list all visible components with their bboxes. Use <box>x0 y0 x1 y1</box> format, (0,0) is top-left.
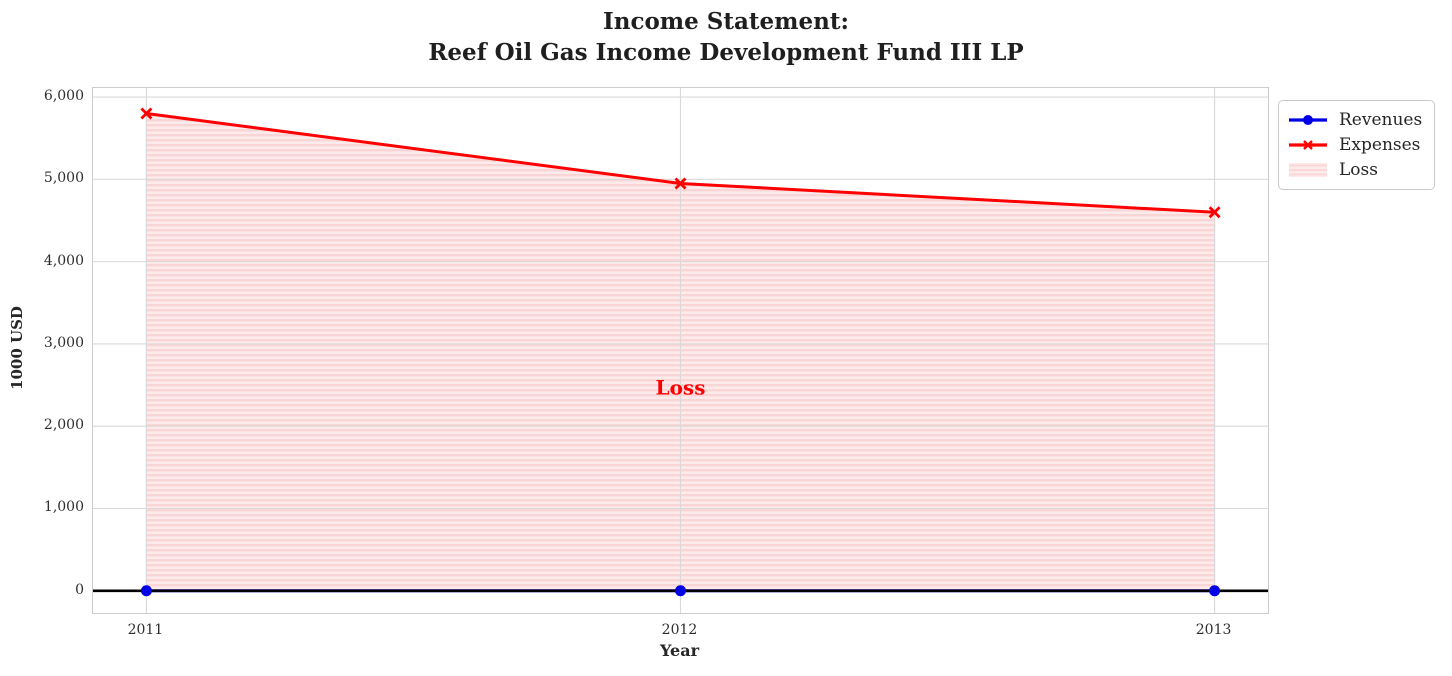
y-tick-label: 0 <box>75 581 84 598</box>
plot-area: Loss <box>92 87 1269 614</box>
chart-title-line1: Income Statement: <box>602 8 849 35</box>
chart-canvas: Loss <box>93 88 1268 613</box>
legend-item-revenues: Revenues <box>1287 108 1422 133</box>
legend-label-loss: Loss <box>1339 159 1378 180</box>
y-tick-label: 4,000 <box>43 252 84 269</box>
y-tick-label: 2,000 <box>43 417 84 434</box>
y-tick-label: 5,000 <box>43 170 84 187</box>
legend-item-expenses: Expenses <box>1287 133 1422 158</box>
x-tick-label: 2013 <box>1195 622 1232 638</box>
legend-label-expenses: Expenses <box>1339 135 1421 155</box>
y-tick-label: 6,000 <box>43 88 84 105</box>
legend-item-loss: Loss <box>1287 157 1422 182</box>
chart-title-line2: Reef Oil Gas Income Development Fund III… <box>428 39 1024 66</box>
svg-text:Loss: Loss <box>656 376 706 400</box>
x-tick-label: 2012 <box>661 622 698 638</box>
x-tick-label: 2011 <box>127 622 164 638</box>
revenues-line-icon <box>1289 115 1327 126</box>
expenses-line-icon <box>1289 140 1327 150</box>
legend: Revenues Expenses Loss <box>1278 100 1436 190</box>
loss-patch-icon <box>1289 162 1327 177</box>
x-axis-label: Year <box>659 641 699 660</box>
y-tick-label: 1,000 <box>43 499 84 516</box>
y-tick-label: 3,000 <box>43 334 84 351</box>
chart-title: Income Statement: Reef Oil Gas Income De… <box>0 6 1452 68</box>
legend-label-revenues: Revenues <box>1339 110 1423 131</box>
